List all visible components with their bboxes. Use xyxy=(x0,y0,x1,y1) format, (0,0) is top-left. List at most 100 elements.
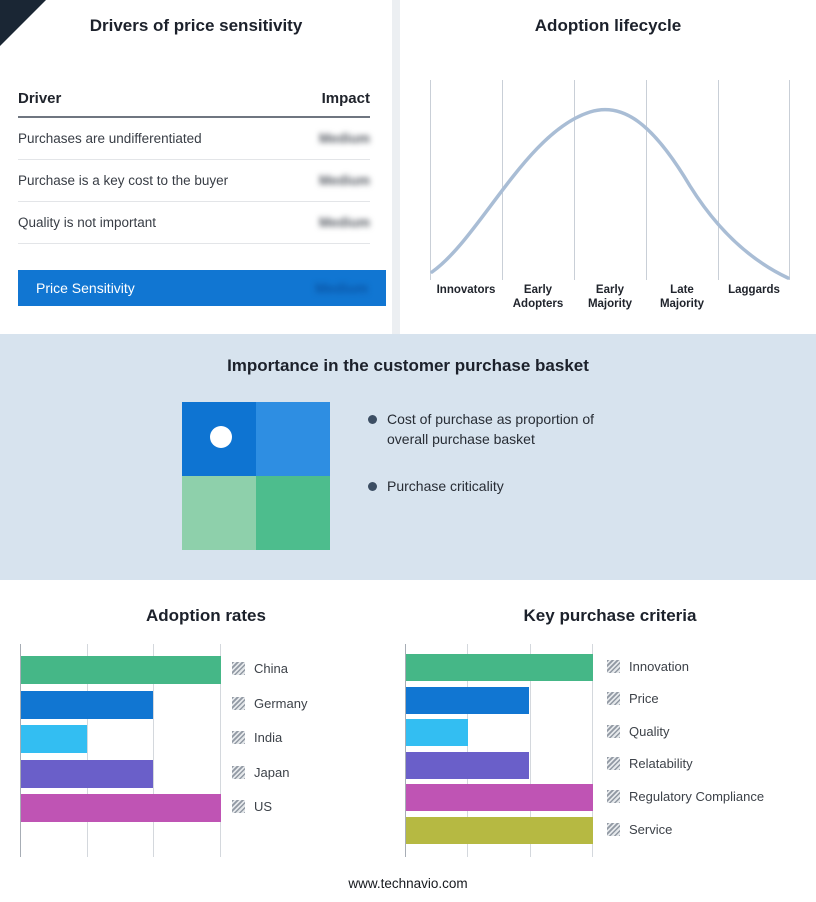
legend-item: Quality xyxy=(607,724,669,739)
lifecycle-gridlines xyxy=(430,80,790,280)
gridline xyxy=(87,644,88,857)
lifecycle-title: Adoption lifecycle xyxy=(534,16,682,35)
gridline xyxy=(220,644,221,857)
legend-hatch-icon xyxy=(232,765,245,779)
gridline xyxy=(592,644,593,857)
legend-item: Service xyxy=(607,822,672,837)
column-impact: Impact xyxy=(321,90,370,107)
legend-item: India xyxy=(232,730,282,745)
legend-item: Price xyxy=(607,691,659,706)
legend-hatch-icon xyxy=(232,696,245,710)
legend-hatch-icon xyxy=(607,757,620,771)
bullet-icon xyxy=(368,482,377,492)
basket-bullets: Cost of purchase as proportion of overal… xyxy=(368,410,629,525)
quadrant-top-left xyxy=(182,402,256,476)
driver-row: Purchase is a key cost to the buyer Mediu… xyxy=(18,160,370,202)
bar-price xyxy=(406,686,529,714)
lifecycle-stage-labels: Innovators Early Adopters Early Majority La… xyxy=(430,284,790,312)
legend-label: India xyxy=(254,730,283,745)
legend-label: US xyxy=(254,799,273,814)
legend-label: Regulatory Compliance xyxy=(629,788,765,804)
gridline xyxy=(530,644,531,857)
legend-item: China xyxy=(232,661,288,676)
purchase-basket-quadrant xyxy=(182,402,330,550)
lifecycle-chart xyxy=(430,80,790,280)
adoption-rates-plot xyxy=(20,644,221,857)
drivers-panel: Drivers of price sensitivity Driver Impa… xyxy=(0,0,392,334)
bar-quality xyxy=(406,719,468,747)
drivers-title: Drivers of price sensitivity xyxy=(89,16,303,35)
stage-label: Early Majority xyxy=(587,284,633,310)
stage-label: Laggards xyxy=(728,284,780,296)
legend-label: Germany xyxy=(254,695,308,711)
driver-name: Quality is not important xyxy=(18,215,157,230)
bullet-icon xyxy=(368,415,377,424)
driver-row: Purchases are undifferentiated Medium xyxy=(18,118,370,160)
quadrant-bottom-right xyxy=(256,476,330,550)
gridline xyxy=(467,644,468,857)
bottom-charts: Adoption rates Key purchase criteria Chi… xyxy=(0,580,816,902)
legend-hatch-icon xyxy=(607,724,620,738)
bullet-item: Cost of purchase as proportion of overal… xyxy=(368,410,629,449)
purchase-basket-band: Importance in the customer purchase bask… xyxy=(0,334,816,580)
adoption-rates-title: Adoption rates xyxy=(146,606,266,625)
legend-hatch-icon xyxy=(232,662,245,675)
price-sensitivity-label: Price Sensitivity xyxy=(36,280,135,296)
driver-name: Purchases are undifferentiated xyxy=(18,131,202,146)
basket-title: Importance in the customer purchase bask… xyxy=(227,356,589,375)
column-driver: Driver xyxy=(18,90,62,107)
stage-label: Innovators xyxy=(436,284,496,296)
drivers-table-rows: Purchases are undifferentiated Medium Purc… xyxy=(18,118,370,244)
legend-item: Japan xyxy=(232,765,289,780)
footer-url: www.technavio.com xyxy=(348,876,468,891)
bar-service xyxy=(406,817,593,844)
quadrant-top-right xyxy=(256,402,330,476)
key-criteria-title: Key purchase criteria xyxy=(523,606,697,625)
adoption-curve xyxy=(430,107,790,280)
price-sensitivity-bar: Price Sensitivity Medium xyxy=(18,270,386,306)
stage-label: Late Majority xyxy=(659,284,705,310)
legend-label: Service xyxy=(629,821,673,837)
position-dot-icon xyxy=(210,426,232,448)
bullet-text: Purchase criticality xyxy=(387,478,504,495)
driver-impact-value: Medium xyxy=(318,215,370,230)
quadrant-bottom-left xyxy=(182,476,256,550)
bar-innovation xyxy=(406,654,593,681)
legend-label: Price xyxy=(629,691,659,707)
driver-row: Quality is not important Medium xyxy=(18,202,370,244)
key-criteria-legend: Innovation Price Quality Relatability Regula… xyxy=(607,644,812,857)
driver-impact-value: Medium xyxy=(318,173,370,188)
bar-relatability xyxy=(406,751,529,779)
driver-name: Purchase is a key cost to the buyer xyxy=(18,173,229,188)
legend-hatch-icon xyxy=(607,789,620,803)
legend-item: Germany xyxy=(232,696,307,711)
bar-us xyxy=(21,794,221,822)
legend-label: Innovation xyxy=(629,658,689,674)
corner-fold xyxy=(0,0,46,46)
bar-japan xyxy=(21,759,153,788)
legend-label: Quality xyxy=(629,723,670,739)
legend-label: China xyxy=(254,661,288,676)
legend-label: Relatability xyxy=(629,756,693,772)
bar-india xyxy=(21,725,87,753)
key-criteria-plot xyxy=(405,644,593,857)
legend-hatch-icon xyxy=(607,692,620,706)
legend-label: Japan xyxy=(254,764,290,780)
bar-germany xyxy=(21,690,153,719)
bullet-item: Purchase criticality xyxy=(368,477,629,497)
y-axis-line xyxy=(405,644,406,857)
legend-hatch-icon xyxy=(232,800,245,813)
lifecycle-panel: Adoption lifecycle Innovators Early Adopt… xyxy=(400,0,816,334)
legend-hatch-icon xyxy=(232,731,245,744)
legend-item: Innovation xyxy=(607,659,689,674)
stage-label: Early Adopters xyxy=(512,284,564,310)
price-sensitivity-value: Medium xyxy=(315,280,368,296)
driver-impact-value: Medium xyxy=(318,131,370,146)
bullet-text: Cost of purchase as proportion of overal… xyxy=(387,411,595,447)
bar-regulatory-compliance xyxy=(406,784,593,812)
legend-hatch-icon xyxy=(607,822,620,836)
drivers-table: Driver Impact Purchases are undifferenti… xyxy=(18,90,370,244)
legend-item: Regulatory Compliance xyxy=(607,789,764,804)
drivers-table-header: Driver Impact xyxy=(18,90,370,118)
